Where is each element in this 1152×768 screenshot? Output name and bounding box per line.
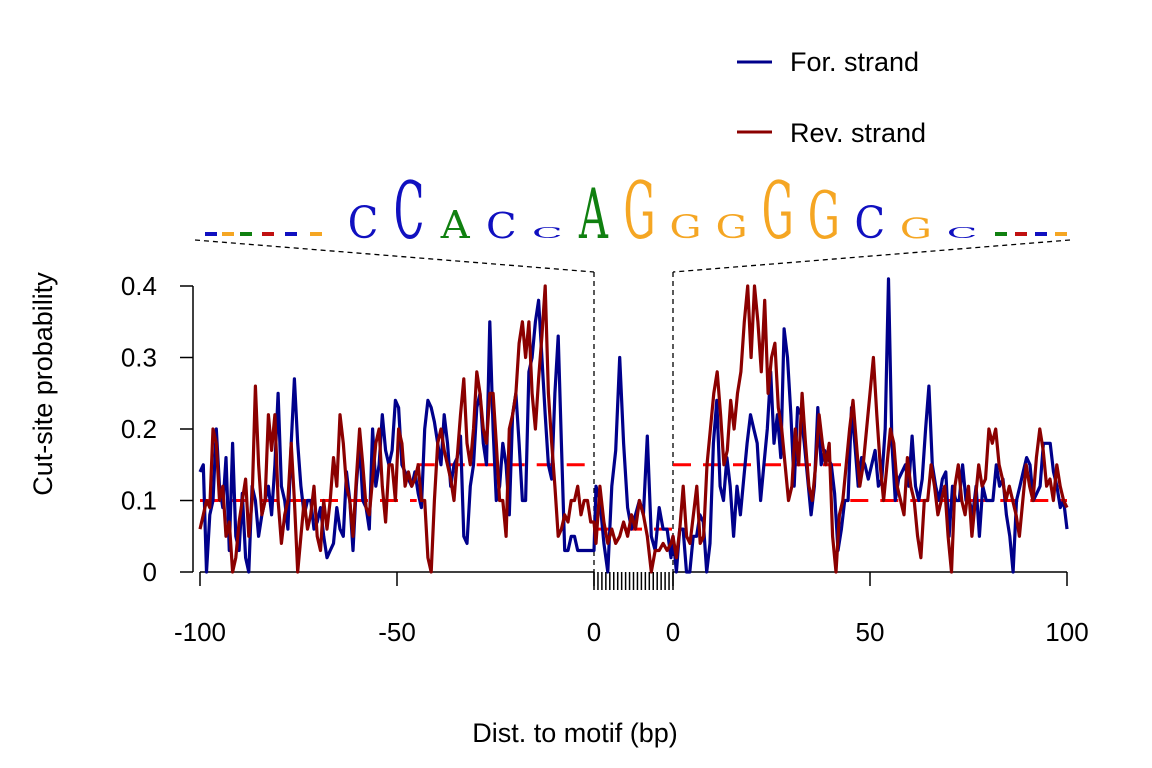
legend: For. strand Rev. strand xyxy=(737,47,926,148)
logo-column: G xyxy=(670,209,702,246)
logo-letter-a: A xyxy=(578,174,608,255)
logo-column: G xyxy=(900,213,932,245)
forward-strand-line xyxy=(198,277,1069,574)
logo-flank-mark xyxy=(995,232,1007,236)
logo-column: C xyxy=(348,197,379,248)
y-tick-label: 0.4 xyxy=(121,271,157,301)
logo-letter-g: G xyxy=(808,176,840,253)
logo-column: C xyxy=(486,205,517,246)
logo-letter-c: C xyxy=(486,205,517,246)
legend-label-forward: For. strand xyxy=(790,47,919,77)
logo-column: G xyxy=(716,209,748,246)
logo-letter-g: G xyxy=(900,213,932,245)
logo-column: G xyxy=(624,165,656,257)
logo-connector xyxy=(194,239,595,273)
series-lines xyxy=(198,277,1069,574)
x-tick-label: 100 xyxy=(1045,617,1088,647)
logo-column: G xyxy=(762,165,794,257)
logo-flank-mark xyxy=(1055,232,1067,236)
x-axis-label: Dist. to motif (bp) xyxy=(472,718,678,748)
logo-letter-g: G xyxy=(716,209,748,246)
logo-connector xyxy=(672,239,1071,273)
logo-letter-c: C xyxy=(947,224,978,242)
logo-flank-mark xyxy=(1035,232,1047,236)
y-axis-label: Cut-site probability xyxy=(28,272,58,496)
logo-letter-g: G xyxy=(762,165,794,257)
logo-flank-mark xyxy=(240,232,252,236)
y-tick-label: 0.3 xyxy=(121,343,157,373)
legend-label-reverse: Rev. strand xyxy=(790,118,926,148)
y-tick-label: 0.2 xyxy=(121,414,157,444)
y-tick-label: 0.1 xyxy=(121,486,157,516)
logo-column: C xyxy=(532,224,563,242)
x-tick-label: 0 xyxy=(587,617,601,647)
logo-column: C xyxy=(854,197,885,248)
x-tick-label: -50 xyxy=(378,617,416,647)
logo-letter-g: G xyxy=(624,165,656,257)
logo-letter-c: C xyxy=(394,165,425,257)
logo-letter-c: C xyxy=(854,197,885,248)
logo-flank-mark xyxy=(310,232,322,236)
logo-flank-mark xyxy=(1015,232,1027,236)
axes: 0 0.1 0.2 0.3 0.4 -100 -50 0 0 50 100 xyxy=(121,271,1089,647)
logo-letter-c: C xyxy=(348,197,379,248)
logo-connector-lines xyxy=(194,239,1071,572)
logo-column: C xyxy=(947,224,978,242)
logo-letter-g: G xyxy=(670,209,702,246)
x-tick-label: 50 xyxy=(856,617,885,647)
logo-column: C xyxy=(394,165,425,257)
logo-letter-a: A xyxy=(440,204,471,248)
logo-column: A xyxy=(440,204,471,248)
x-tick-label: 0 xyxy=(666,617,680,647)
x-tick-label: -100 xyxy=(174,617,226,647)
logo-flank-mark xyxy=(222,232,234,236)
logo-letter-c: C xyxy=(532,224,563,242)
logo-flank-mark xyxy=(205,232,217,236)
logo-column: A xyxy=(578,174,608,255)
logo-column: G xyxy=(808,176,840,253)
motif-position-ticks xyxy=(593,572,674,590)
logo-flank-mark xyxy=(285,232,297,236)
reverse-strand-line xyxy=(198,284,1069,574)
y-tick-label: 0 xyxy=(143,557,157,587)
logo-flank-mark xyxy=(262,232,274,236)
